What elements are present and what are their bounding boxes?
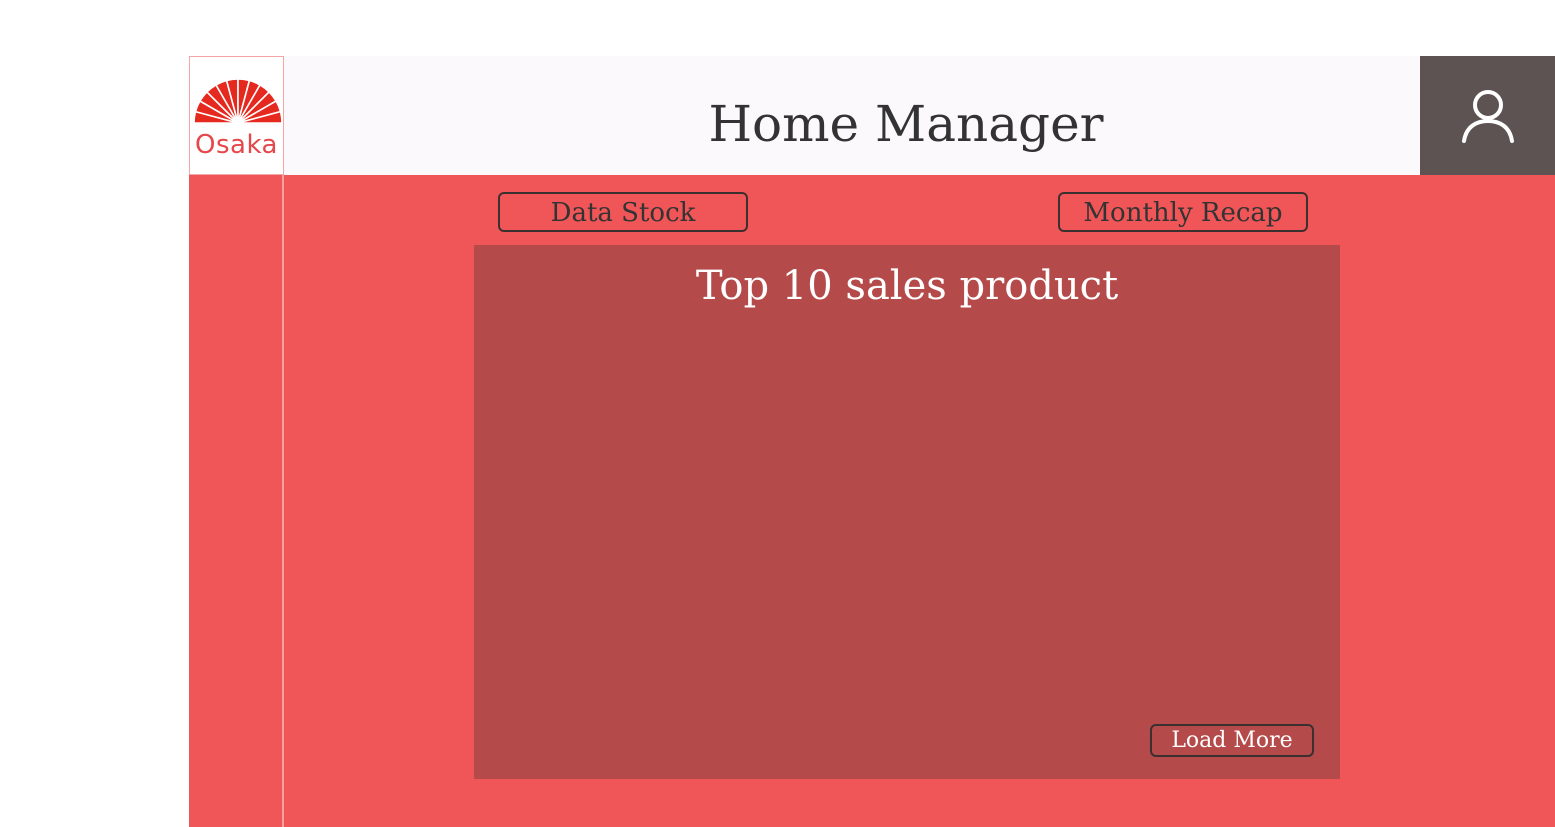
page-title: Home Manager (708, 95, 1104, 153)
user-icon (1462, 90, 1514, 143)
sidebar (189, 175, 284, 827)
brand-name: Osaka (195, 130, 278, 160)
fan-icon (194, 78, 282, 123)
monthly-recap-button[interactable]: Monthly Recap (1058, 192, 1308, 232)
data-stock-button[interactable]: Data Stock (498, 192, 748, 232)
brand-logo[interactable]: Osaka (189, 56, 284, 175)
header-bar: Home Manager (284, 56, 1420, 175)
panel-title: Top 10 sales product (695, 263, 1119, 309)
load-more-button[interactable]: Load More (1150, 724, 1314, 757)
main-content: Data Stock Monthly Recap Top 10 sales pr… (284, 175, 1555, 827)
profile-button[interactable] (1420, 56, 1555, 175)
top-sales-panel: Top 10 sales product Load More (474, 245, 1340, 779)
